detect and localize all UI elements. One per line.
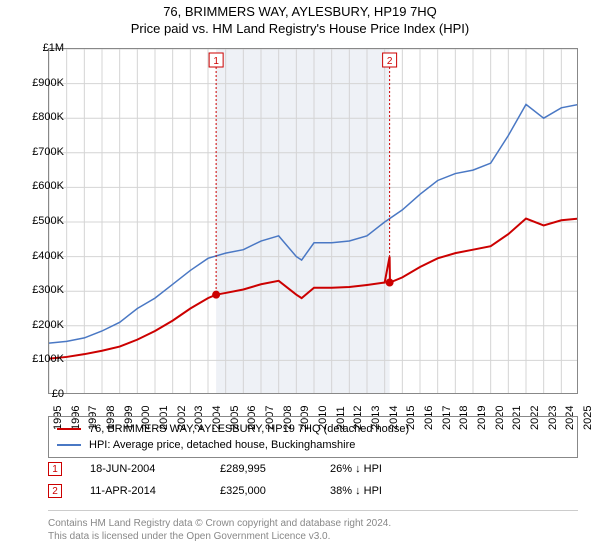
y-tick-label: £500K xyxy=(22,215,64,227)
y-tick-label: £900K xyxy=(22,77,64,89)
legend-item: HPI: Average price, detached house, Buck… xyxy=(57,437,569,453)
title-line1: 76, BRIMMERS WAY, AYLESBURY, HP19 7HQ xyxy=(0,4,600,19)
svg-text:2: 2 xyxy=(387,56,393,67)
footer-line1: Contains HM Land Registry data © Crown c… xyxy=(48,517,578,530)
sale-marker: 2 xyxy=(48,484,62,498)
sale-date: 11-APR-2014 xyxy=(90,485,220,497)
sales-row: 2 11-APR-2014 £325,000 38% ↓ HPI xyxy=(48,480,578,502)
legend-swatch xyxy=(57,444,81,446)
y-tick-label: £100K xyxy=(22,353,64,365)
y-tick-label: £800K xyxy=(22,111,64,123)
chart-container: 76, BRIMMERS WAY, AYLESBURY, HP19 7HQ Pr… xyxy=(0,0,600,560)
legend-swatch xyxy=(57,428,81,430)
legend-label: 76, BRIMMERS WAY, AYLESBURY, HP19 7HQ (d… xyxy=(89,423,409,435)
title-line2: Price paid vs. HM Land Registry's House … xyxy=(0,21,600,36)
sale-price: £289,995 xyxy=(220,463,330,475)
legend-label: HPI: Average price, detached house, Buck… xyxy=(89,439,355,451)
footer: Contains HM Land Registry data © Crown c… xyxy=(48,510,578,543)
chart-svg: 12 xyxy=(48,48,578,394)
sale-diff: 26% ↓ HPI xyxy=(330,463,440,475)
y-tick-label: £0 xyxy=(22,388,64,400)
sale-price: £325,000 xyxy=(220,485,330,497)
legend-item: 76, BRIMMERS WAY, AYLESBURY, HP19 7HQ (d… xyxy=(57,421,569,437)
y-tick-label: £700K xyxy=(22,146,64,158)
legend: 76, BRIMMERS WAY, AYLESBURY, HP19 7HQ (d… xyxy=(48,416,578,458)
y-tick-label: £1M xyxy=(22,42,64,54)
x-tick-label: 2025 xyxy=(582,406,594,430)
sale-diff: 38% ↓ HPI xyxy=(330,485,440,497)
y-tick-label: £200K xyxy=(22,319,64,331)
sales-table: 1 18-JUN-2004 £289,995 26% ↓ HPI 2 11-AP… xyxy=(48,458,578,502)
sales-row: 1 18-JUN-2004 £289,995 26% ↓ HPI xyxy=(48,458,578,480)
y-tick-label: £600K xyxy=(22,180,64,192)
y-tick-label: £400K xyxy=(22,250,64,262)
title-block: 76, BRIMMERS WAY, AYLESBURY, HP19 7HQ Pr… xyxy=(0,0,600,36)
sale-marker: 1 xyxy=(48,462,62,476)
chart-area: 12 xyxy=(48,48,578,394)
svg-text:1: 1 xyxy=(213,56,219,67)
footer-line2: This data is licensed under the Open Gov… xyxy=(48,530,578,543)
y-tick-label: £300K xyxy=(22,284,64,296)
sale-date: 18-JUN-2004 xyxy=(90,463,220,475)
